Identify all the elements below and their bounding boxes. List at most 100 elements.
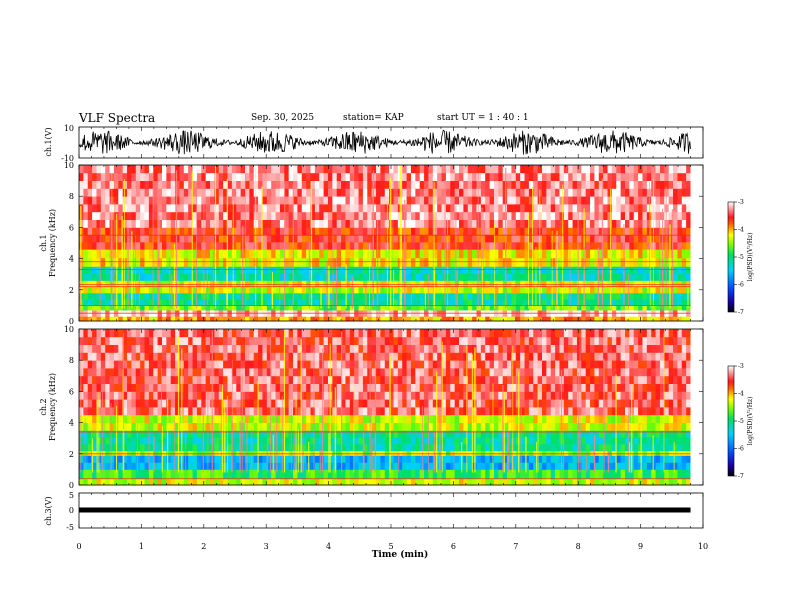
spec-cell [319,375,325,384]
spec-cell [341,316,346,322]
spec-cell [210,469,215,480]
spec-cell [236,375,242,384]
spec-cell [122,280,128,288]
spec-cell [389,299,394,306]
spec-cell [288,273,294,281]
spec-cell [196,249,202,259]
spec-cell [349,450,355,456]
spec-cell [118,305,124,311]
spec-cell [240,399,246,408]
spec-cell [227,219,233,228]
spec-cell [170,469,176,480]
spec-cell [371,391,377,400]
spec-cell [323,273,329,281]
spec-cell [244,257,250,267]
spec-cell [572,286,578,294]
spec-cell [642,292,648,300]
spec-cell [515,211,521,220]
spec-cell [336,305,342,311]
ch1-spec-x-ticks [78,165,704,321]
spec-cell [673,305,678,311]
spec-cell [419,266,425,274]
spec-cell [266,383,272,392]
spec-cell [113,336,119,345]
spec-cell [87,204,93,213]
spec-cell [83,462,89,470]
spec-cell [668,196,674,205]
spec-cell [170,443,176,452]
spec-cell [319,329,325,338]
spec-cell [345,399,351,408]
spec-cell [450,227,456,236]
spec-cell [323,180,329,189]
spec-cell [105,196,110,205]
spec-cell [249,344,255,353]
spec-cell [354,391,359,400]
spec-cell [611,172,617,181]
spec-cell [332,172,338,181]
spec-cell [122,180,128,189]
spec-cell [354,266,359,274]
spec-cell [201,188,207,197]
spec-cell [673,266,678,274]
spec-cell [655,188,661,197]
spec-cell [437,249,442,259]
spec-cell [223,462,228,470]
spec-cell [175,450,180,456]
spec-cell [122,196,128,205]
spec-cell [524,227,530,236]
spec-cell [424,241,429,250]
spec-cell [389,344,394,353]
spec-cell [467,292,473,300]
spec-cell [515,280,521,288]
spec-cell [607,204,613,213]
spec-cell [354,292,359,300]
spec-cell [140,273,145,281]
spec-cell [118,336,124,345]
spec-cell [188,462,193,470]
spec-cell [489,241,495,250]
spec-cell [166,469,172,480]
spec-cell [384,180,390,189]
spec-cell [380,172,386,181]
spec-cell [493,188,499,197]
spec-cell [192,391,198,400]
spec-cell [406,211,412,220]
spec-cell [681,219,687,228]
spec-cell [122,344,128,353]
spec-cell [358,266,364,274]
spec-cell [450,241,456,250]
spec-cell [258,443,263,452]
spec-cell [476,316,482,322]
spec-cell [271,286,276,294]
spec-cell [306,234,311,243]
spec-cell [607,273,613,281]
spec-cell [140,329,145,338]
spec-cell [472,316,477,322]
spec-cell [664,219,670,228]
spec-cell [192,280,198,288]
spec-cell [201,165,207,174]
spec-cell [576,273,582,281]
spec-cell [314,180,320,189]
spec-cell [218,273,224,281]
spec-cell [432,219,438,228]
spec-cell [415,266,421,274]
spec-cell [258,211,263,220]
spec-cell [166,204,172,213]
spec-cell [476,165,482,174]
spec-cell [655,257,661,267]
spec-cell [306,165,311,174]
spec-cell [437,266,442,274]
spec-cell [319,437,325,445]
spec-cell [192,469,198,480]
spec-cell [188,280,193,288]
spec-cell [135,450,141,456]
spec-cell [279,204,285,213]
spec-cell [231,273,237,281]
spec-cell [113,352,119,361]
spec-cell [175,329,180,338]
spec-cell [633,188,639,197]
spec-cell [227,305,233,311]
spec-cell [83,430,89,438]
